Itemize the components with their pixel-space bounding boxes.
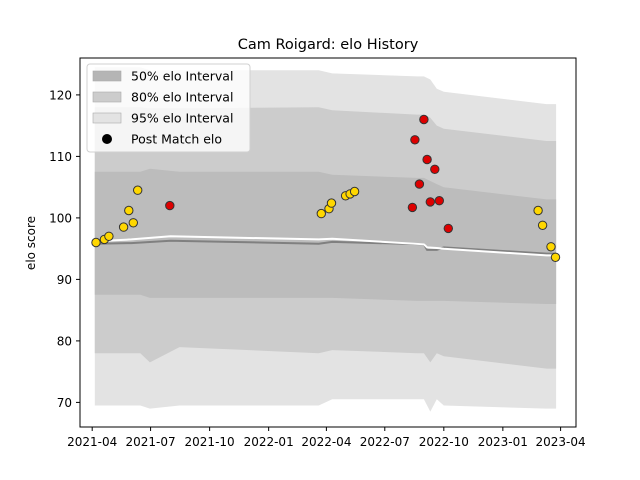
y-axis-label: elo score bbox=[24, 216, 38, 270]
x-tick-label-8: 2023-04 bbox=[536, 435, 586, 449]
legend-box bbox=[86, 63, 251, 153]
legend-label-3: Post Match elo bbox=[131, 132, 222, 147]
legend-label-0: 50% elo Interval bbox=[131, 69, 233, 84]
elo-point-24 bbox=[537, 220, 548, 231]
axes-frame bbox=[79, 57, 577, 428]
chart-title: Cam Roigard: elo History bbox=[238, 37, 419, 53]
y-tick-label-1: 80 bbox=[57, 334, 72, 348]
legend: 50% elo Interval 80% elo Interval 95% elo … bbox=[86, 63, 251, 153]
y-tick-label-3: 100 bbox=[49, 211, 72, 225]
x-tick-label-2: 2021-10 bbox=[185, 435, 235, 449]
elo-point-3 bbox=[118, 222, 129, 232]
y-tick-label-0: 70 bbox=[57, 396, 72, 410]
axes: 2021-04 2021-07 2021-10 2022-01 2022-04 2022-… bbox=[49, 57, 586, 449]
elo-point-22 bbox=[443, 223, 453, 234]
x-tick-label-3: 2022-01 bbox=[244, 435, 294, 449]
elo-point-13 bbox=[349, 186, 360, 197]
elo-point-15 bbox=[410, 135, 420, 145]
legend-marker-3 bbox=[102, 134, 112, 144]
elo-point-23 bbox=[533, 205, 543, 216]
elo-point-17 bbox=[419, 114, 429, 125]
elo-point-20 bbox=[430, 164, 440, 175]
elo-point-8 bbox=[316, 208, 326, 219]
elo-point-14 bbox=[407, 202, 418, 213]
elo-point-19 bbox=[425, 197, 435, 207]
elo-point-5 bbox=[128, 218, 139, 228]
elo-point-16 bbox=[414, 179, 425, 189]
plot-area bbox=[91, 67, 561, 412]
elo-point-4 bbox=[124, 205, 134, 216]
legend-label-1: 80% elo Interval bbox=[131, 90, 233, 105]
legend-swatch-0 bbox=[92, 70, 122, 82]
legend-swatch-1 bbox=[92, 91, 122, 103]
x-tick-label-5: 2022-07 bbox=[360, 435, 410, 449]
elo-point-26 bbox=[550, 252, 561, 262]
x-tick-label-1: 2021-07 bbox=[126, 435, 176, 449]
x-tick-label-0: 2021-04 bbox=[67, 435, 117, 449]
elo-point-2 bbox=[104, 231, 114, 242]
elo-point-7 bbox=[165, 200, 175, 211]
elo-point-10 bbox=[326, 198, 337, 208]
elo-point-25 bbox=[546, 242, 556, 252]
mean-elo-line bbox=[94, 235, 557, 257]
legend-swatch-2 bbox=[92, 112, 122, 124]
y-tick-label-5: 120 bbox=[49, 88, 72, 102]
elo-point-0 bbox=[91, 237, 101, 248]
x-tick-label-4: 2022-04 bbox=[301, 435, 351, 449]
y-tick-label-2: 90 bbox=[57, 273, 72, 287]
y-tick-label-4: 110 bbox=[49, 150, 72, 164]
elo-point-21 bbox=[434, 196, 444, 206]
legend-label-2: 95% elo Interval bbox=[131, 111, 233, 126]
elo-point-18 bbox=[422, 154, 432, 165]
x-tick-label-7: 2023-01 bbox=[478, 435, 528, 449]
elo-point-6 bbox=[133, 185, 143, 195]
x-tick-label-6: 2022-10 bbox=[419, 435, 469, 449]
